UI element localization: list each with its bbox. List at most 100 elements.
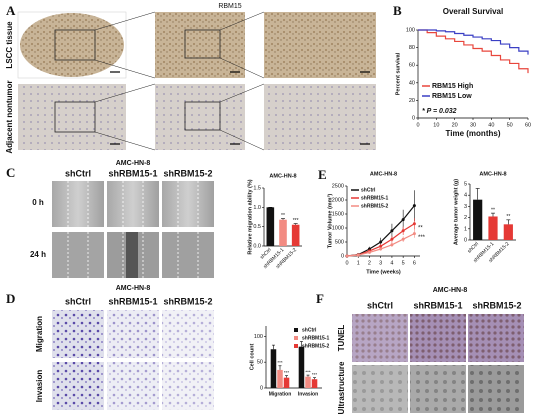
column-label: shRBM15-2 [472,300,521,310]
point [379,247,383,251]
legend-label: RBM15 Low [432,93,472,100]
y-tick-label: 0 [464,237,467,243]
x-tick-label: 20 [452,122,458,128]
x-tick-label: 0 [416,122,419,128]
y-axis-label: Average tumor weight (g) [453,179,459,245]
point [379,240,383,244]
x-tick-label: 3 [379,260,382,266]
point [379,244,383,248]
legend-swatch [294,336,298,340]
x-tick-label: 1 [357,260,360,266]
y-tick-label: 4 [464,193,467,199]
x-tick-label: 30 [470,122,476,128]
x-tick-label: 10 [433,122,439,128]
y-tick-label: 0.5 [253,224,261,230]
point [412,222,416,226]
panel-letter: B [393,3,402,18]
point [390,229,394,233]
panel-letter: C [6,165,15,180]
column-label: shRBM15-2 [163,168,212,178]
legend-swatch [294,344,298,348]
point [356,253,360,257]
y-tick-label: 5 [464,181,467,187]
tunel-em-images [352,314,524,413]
x-tick-label: 4 [390,260,393,266]
bar [279,219,287,246]
row-label: 0 h [32,198,44,207]
y-tick-label: 60 [409,63,415,69]
x-axis-label: Time (months) [446,129,501,138]
bar [488,216,498,240]
point [390,243,394,247]
column-label: shRBM15-1 [413,300,462,310]
x-tick-label: 6 [413,260,416,266]
bar [291,224,300,246]
column-label: shCtrl [65,296,91,306]
x-tick-label: 60 [525,122,531,128]
significance: ** [491,207,495,213]
ihc-images [17,11,376,151]
significance: *** [418,235,426,241]
legend-label: shRBM15-2 [302,343,329,349]
y-tick-label: 0 [341,253,344,259]
row-label: TUNEL [337,325,346,352]
x-tick-label: shCtrl [467,241,480,254]
significance: ** [281,213,285,219]
bar [277,369,283,388]
column-label: shRBM15-1 [108,296,157,306]
row-label: Ultrastructure [337,361,346,414]
row-label: LSCC tissue [5,21,14,69]
chart-title: AMC-HN-8 [370,171,397,177]
bar [305,376,311,388]
panel-title: AMC-HN-8 [116,160,151,167]
point [412,232,416,236]
y-tick-label: 2000 [332,197,344,203]
bar [298,346,305,388]
y-tick-label: 1.0 [253,205,261,211]
point [401,229,405,233]
series-line [418,29,529,55]
legend-swatch [294,328,298,332]
point [345,254,349,258]
panel-title: AMC-HN-8 [116,285,151,292]
point [401,218,405,222]
panel-letter: A [6,3,16,18]
x-tick-label: 2 [368,260,371,266]
y-tick-label: 0 [412,115,415,121]
scratch-images [52,181,214,278]
column-label: shCtrl [367,300,393,310]
panel-letter: F [316,291,324,306]
panel-title: RBM15 [218,3,241,10]
column-label: shRBM15-1 [108,168,157,178]
y-tick-label: 1000 [332,225,344,231]
y-tick-label: 1500 [332,211,344,217]
y-tick-label: 100 [254,334,263,340]
y-axis-label: Cell count [249,344,255,371]
y-tick-label: 40 [409,80,415,86]
y-tick-label: 0.0 [253,243,261,249]
legend-label: shRBM15-1 [361,195,388,201]
x-tick-label: 40 [488,122,494,128]
significance: ** [506,214,510,220]
legend-label: shRBM15-1 [302,335,329,341]
x-tick-label: 5 [402,260,405,266]
chart-title: Overall Survival [443,7,503,16]
column-label: shRBM15-2 [163,296,212,306]
y-axis-label: Relative migration ability (%) [247,179,253,254]
bar [311,379,318,388]
bar [473,199,483,240]
point [390,237,394,241]
series-line [418,29,529,74]
bar [270,349,277,388]
x-tick-label: Invasion [298,391,318,397]
significance: *** [284,370,290,375]
y-tick-label: 3 [464,204,467,210]
point [401,237,405,241]
row-label: Adjacent nontumor [5,80,14,153]
y-tick-label: 50 [257,360,263,366]
chart-title: AMC-HN-8 [479,171,506,177]
bar [283,377,290,388]
significance: ** [418,225,423,231]
y-axis-label: Percent survival [395,52,401,95]
panel-letter: D [6,291,15,306]
